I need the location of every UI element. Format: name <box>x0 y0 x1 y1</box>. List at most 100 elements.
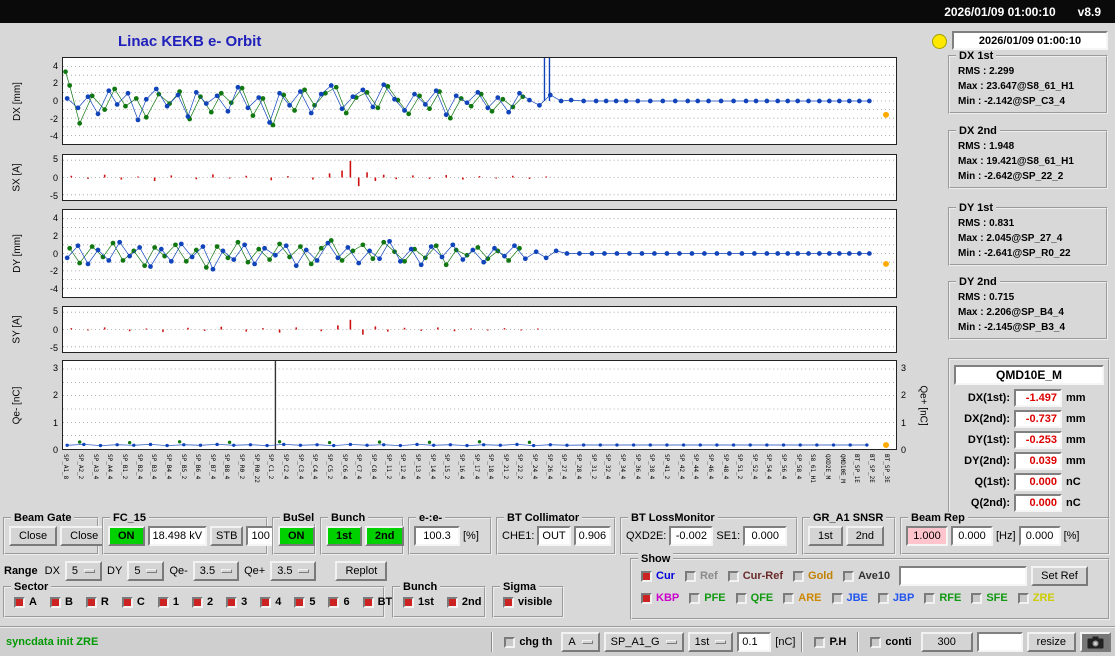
range-dx-select[interactable]: 5 <box>64 561 103 581</box>
checkbox-JBP[interactable]: JBP <box>877 592 915 604</box>
checkbox-C[interactable]: C <box>121 596 145 608</box>
fc15-stb-button[interactable]: STB <box>210 526 244 546</box>
checkbox-RFE[interactable]: RFE <box>924 592 961 604</box>
checkbox-PFE[interactable]: PFE <box>689 592 726 604</box>
snsr-1st-button[interactable]: 1st <box>808 526 843 546</box>
monitor-row-value: -0.253 <box>1014 431 1062 449</box>
range-qep-label: Qe+ <box>244 565 266 577</box>
monitor-row-label: DX(1st): <box>967 392 1010 404</box>
checkbox-label: 2 <box>206 596 214 608</box>
checkbox-Gold[interactable]: Gold <box>793 570 833 582</box>
checkbox-3[interactable]: 3 <box>226 596 247 608</box>
dx-axis-label: DX [mm] <box>11 81 23 121</box>
bpm-select[interactable]: SP_A1_G <box>603 632 684 652</box>
fc15-on-button[interactable]: ON <box>108 526 145 546</box>
checkbox-KBP[interactable]: KBP <box>641 592 679 604</box>
blank-input[interactable] <box>976 632 1023 652</box>
checkbox-6[interactable]: 6 <box>328 596 350 608</box>
charge-plot <box>62 360 897 450</box>
sx-yticks: 5 0 -5 <box>49 154 58 201</box>
ref-name-input[interactable] <box>899 566 1028 586</box>
checkbox-label: RFE <box>939 592 962 604</box>
beam-gate-close-button-1[interactable]: Close <box>9 526 58 546</box>
checkbox-indicator <box>260 596 272 608</box>
monitor-title: QMD10E_M <box>954 365 1104 385</box>
bunch-2nd-button[interactable]: 2nd <box>364 526 405 546</box>
chg-th-checkbox[interactable]: chg th <box>504 636 552 648</box>
checkbox-indicator <box>446 596 458 608</box>
beam-rep-display-3: 0.000 <box>1018 526 1061 546</box>
beam-rep-display-1: 1.000 <box>906 526 948 546</box>
checkbox-label: Ave10 <box>858 570 891 582</box>
checkbox-Cur[interactable]: Cur <box>641 570 675 582</box>
camera-icon <box>1087 636 1104 648</box>
ph-checkbox[interactable]: P.H <box>814 636 846 648</box>
se1-display: 0.000 <box>743 526 788 546</box>
checkbox-label: JBP <box>892 592 915 604</box>
resize-button[interactable]: resize <box>1026 632 1076 652</box>
sector-checkboxes: A B R C 1 2 3 4 5 6 BT <box>5 588 401 616</box>
busel-on-button[interactable]: ON <box>278 526 315 546</box>
checkbox-BT[interactable]: BT <box>362 596 393 608</box>
checkbox-label: BT <box>377 596 393 608</box>
threshold-input[interactable] <box>737 632 772 652</box>
checkbox-Ref[interactable]: Ref <box>684 570 718 582</box>
checkbox-R[interactable]: R <box>85 596 109 608</box>
replot-button[interactable]: Replot <box>335 561 388 581</box>
checkbox-2nd[interactable]: 2nd <box>446 596 481 608</box>
checkbox-ZRE[interactable]: ZRE <box>1017 592 1055 604</box>
checkbox-1st[interactable]: 1st <box>403 596 434 608</box>
range-dx-label: DX <box>44 565 60 577</box>
checkbox-indicator <box>924 592 936 604</box>
checkbox-indicator <box>831 592 843 604</box>
checkbox-indicator <box>971 592 983 604</box>
bunch-select[interactable]: 1st <box>687 632 734 652</box>
camera-button[interactable] <box>1080 632 1111 652</box>
checkbox-indicator <box>684 570 696 582</box>
checkbox-Ave10[interactable]: Ave10 <box>843 570 890 582</box>
snsr-2nd-button[interactable]: 2nd <box>845 526 885 546</box>
checkbox-2[interactable]: 2 <box>191 596 214 608</box>
range-dy-select[interactable]: 5 <box>127 561 165 581</box>
checkbox-indicator <box>362 596 374 608</box>
qe-plus-axis-label: Qe+ [nC] <box>917 384 929 426</box>
bunch-select-group: Bunch 1st 2nd <box>392 581 486 618</box>
checkbox-A[interactable]: A <box>14 596 37 608</box>
checkbox-SFE[interactable]: SFE <box>971 592 1008 604</box>
checkbox-5[interactable]: 5 <box>294 596 315 608</box>
range-qe-minus-select[interactable]: 3.5 <box>192 561 240 581</box>
stat-dy-2nd: DY 2nd RMS : 0.715 Max : 2.206@SP_B4_4 M… <box>948 276 1108 340</box>
monitor-row-value: -0.737 <box>1014 410 1062 428</box>
checkbox-indicator <box>85 596 97 608</box>
collimator-value-display: 0.906 <box>573 526 612 546</box>
checkbox-JBE[interactable]: JBE <box>831 592 868 604</box>
monitor-row-unit: nC <box>1066 476 1081 488</box>
checkbox-1[interactable]: 1 <box>157 596 179 608</box>
bt-lossmonitor-group: BT LossMonitor QXD2E: -0.002 SE1: 0.000 <box>620 512 798 555</box>
ee-ratio-group: e-:e- 100.3 [%] <box>408 512 492 555</box>
checkbox-Cur-Ref[interactable]: Cur-Ref <box>727 570 783 582</box>
pct-unit: [%] <box>1063 530 1080 542</box>
titlebar-clock: 2026/01/09 01:00:10 <box>944 4 1056 19</box>
set-ref-button[interactable]: Set Ref <box>1031 566 1088 586</box>
checkbox-4[interactable]: 4 <box>260 596 281 608</box>
sector-select[interactable]: A <box>561 632 600 652</box>
bunch-1st-button[interactable]: 1st <box>326 526 362 546</box>
conti-checkbox[interactable]: conti <box>870 636 912 648</box>
checkbox-visible[interactable]: visible <box>503 596 552 608</box>
sigma-group: Sigma visible <box>492 581 564 618</box>
checkbox-label: PFE <box>704 592 726 604</box>
titlebar-version: v8.9 <box>1077 4 1101 19</box>
checkbox-ARE[interactable]: ARE <box>783 592 822 604</box>
monitor-row-label: DX(2nd): <box>964 413 1010 425</box>
checkbox-label: Cur <box>656 570 675 582</box>
show-row2-checkboxes: KBP PFE QFE ARE JBE JBP RFE SFE ZRE <box>636 592 1060 604</box>
interval-display[interactable]: 300 <box>920 632 973 652</box>
checkbox-QFE[interactable]: QFE <box>735 592 773 604</box>
separator <box>857 632 860 652</box>
checkbox-B[interactable]: B <box>49 596 73 608</box>
monitor-row-unit: mm <box>1066 413 1086 425</box>
range-qe-plus-select[interactable]: 3.5 <box>270 561 317 581</box>
